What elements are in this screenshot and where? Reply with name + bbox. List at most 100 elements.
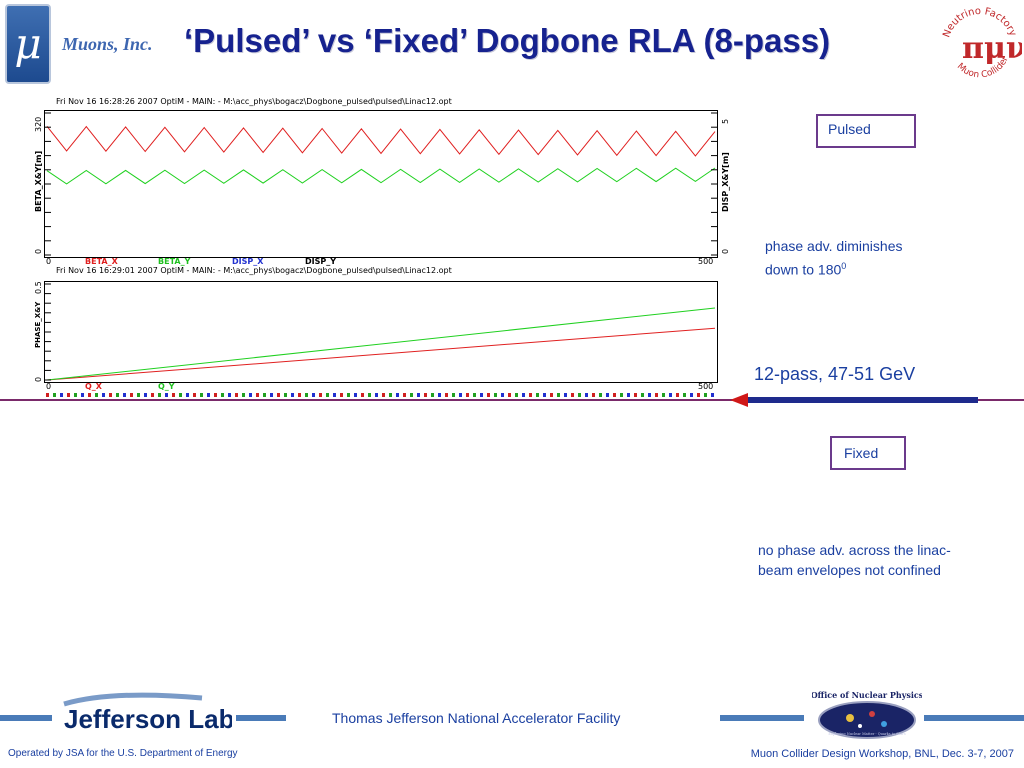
lattice-element	[130, 393, 133, 397]
lattice-element	[263, 393, 266, 397]
series-line-q-y	[46, 307, 716, 381]
lattice-element	[123, 393, 126, 397]
lattice-element	[445, 393, 448, 397]
muons-inc-logo: μ	[5, 4, 51, 84]
lattice-element	[396, 393, 399, 397]
lattice-element	[473, 393, 476, 397]
lattice-element	[452, 393, 455, 397]
top-plot	[45, 112, 717, 256]
lattice-element	[529, 393, 532, 397]
footer-line-mid-left	[236, 715, 286, 721]
top-right-tick-max: 5	[721, 118, 730, 124]
top-plot-header: Fri Nov 16 16:28:26 2007 OptiM - MAIN: -…	[56, 97, 452, 106]
lattice-element	[249, 393, 252, 397]
lattice-element	[704, 393, 707, 397]
top-left-tick-max: 320	[34, 116, 43, 132]
lattice-element	[60, 393, 63, 397]
lattice-element	[158, 393, 161, 397]
lattice-element	[438, 393, 441, 397]
lattice-element	[326, 393, 329, 397]
lattice-element	[662, 393, 665, 397]
lattice-element	[697, 393, 700, 397]
lattice-element	[571, 393, 574, 397]
lattice-element	[179, 393, 182, 397]
lattice-element	[410, 393, 413, 397]
operated-by-note: Operated by JSA for the U.S. Department …	[8, 748, 238, 759]
lattice-element	[424, 393, 427, 397]
lattice-element	[466, 393, 469, 397]
fixed-label-text: Fixed	[844, 445, 879, 461]
top-plot-frame	[44, 110, 718, 258]
series-line-beta-x	[46, 125, 716, 157]
lattice-element	[333, 393, 336, 397]
lattice-element	[676, 393, 679, 397]
nf-logo-glyphs: πμν	[962, 31, 1022, 66]
lattice-element	[375, 393, 378, 397]
bottom-plot-header: Fri Nov 16 16:29:01 2007 OptiM - MAIN: -…	[56, 266, 452, 275]
fixed-note-line2: beam envelopes not confined	[758, 562, 941, 578]
office-nuclear-physics-logo: Office of Nuclear Physics Exploring Nucl…	[812, 690, 922, 739]
jefferson-lab-logo: Jefferson Lab	[63, 692, 232, 734]
fixed-note-line1: no phase adv. across the linac-	[758, 542, 951, 558]
lattice-element	[585, 393, 588, 397]
lattice-element	[382, 393, 385, 397]
lattice-element	[403, 393, 406, 397]
lattice-element	[634, 393, 637, 397]
lattice-element	[144, 393, 147, 397]
pulsed-label-text: Pulsed	[828, 121, 871, 137]
lattice-element	[305, 393, 308, 397]
bottom-plot	[45, 283, 716, 381]
lattice-element	[550, 393, 553, 397]
lattice-element	[578, 393, 581, 397]
pulsed-note: phase adv. diminishes down to 1800	[765, 236, 902, 280]
lattice-element	[186, 393, 189, 397]
bottom-left-tick-min: 0	[34, 376, 43, 382]
bottom-x-tick-min: 0	[46, 382, 52, 391]
lattice-element	[711, 393, 714, 397]
pulsed-note-line2: down to 180	[765, 261, 842, 278]
lattice-element	[389, 393, 392, 397]
lattice-element	[480, 393, 483, 397]
lattice-element	[319, 393, 322, 397]
lattice-element	[116, 393, 119, 397]
section-separator	[0, 399, 1024, 401]
legend-q-y: Q_Y	[158, 382, 175, 391]
lattice-element	[151, 393, 154, 397]
bottom-left-axis-label: PHASE_X&Y	[34, 301, 42, 348]
lattice-element	[620, 393, 623, 397]
top-x-tick-max: 500	[698, 257, 714, 266]
lattice-element	[109, 393, 112, 397]
lattice-element	[256, 393, 259, 397]
pulsed-note-line1: phase adv. diminishes	[765, 238, 903, 254]
lattice-element	[284, 393, 287, 397]
lattice-element	[67, 393, 70, 397]
lattice-element	[606, 393, 609, 397]
lattice-element	[431, 393, 434, 397]
lattice-element	[95, 393, 98, 397]
lattice-element	[53, 393, 56, 397]
top-left-axis-label: BETA_X&Y[m]	[34, 150, 43, 212]
neutrino-factory-logo: Neutrino Factory Muon Collider πμν	[941, 6, 1022, 80]
top-right-tick-min: 0	[721, 248, 730, 254]
top-x-tick-min: 0	[46, 257, 52, 266]
fixed-note: no phase adv. across the linac- beam env…	[758, 540, 951, 580]
lattice-element	[522, 393, 525, 397]
facility-name: Thomas Jefferson National Accelerator Fa…	[332, 710, 621, 726]
lattice-element	[536, 393, 539, 397]
bottom-left-tick-max: 0.5	[34, 281, 43, 294]
footer-line-right	[924, 715, 1024, 721]
company-name: Muons, Inc.	[62, 34, 153, 54]
lattice-element	[669, 393, 672, 397]
lattice-element	[683, 393, 686, 397]
lattice-element	[277, 393, 280, 397]
pass-note: 12-pass, 47-51 GeV	[754, 364, 916, 384]
lattice-element	[599, 393, 602, 397]
legend-q-x: Q_X	[85, 382, 102, 391]
lattice-element	[46, 393, 49, 397]
lattice-element	[655, 393, 658, 397]
pulsed-label: Pulsed	[816, 114, 916, 148]
lattice-element	[88, 393, 91, 397]
lattice-element	[557, 393, 560, 397]
lattice-element	[172, 393, 175, 397]
lattice-element	[214, 393, 217, 397]
